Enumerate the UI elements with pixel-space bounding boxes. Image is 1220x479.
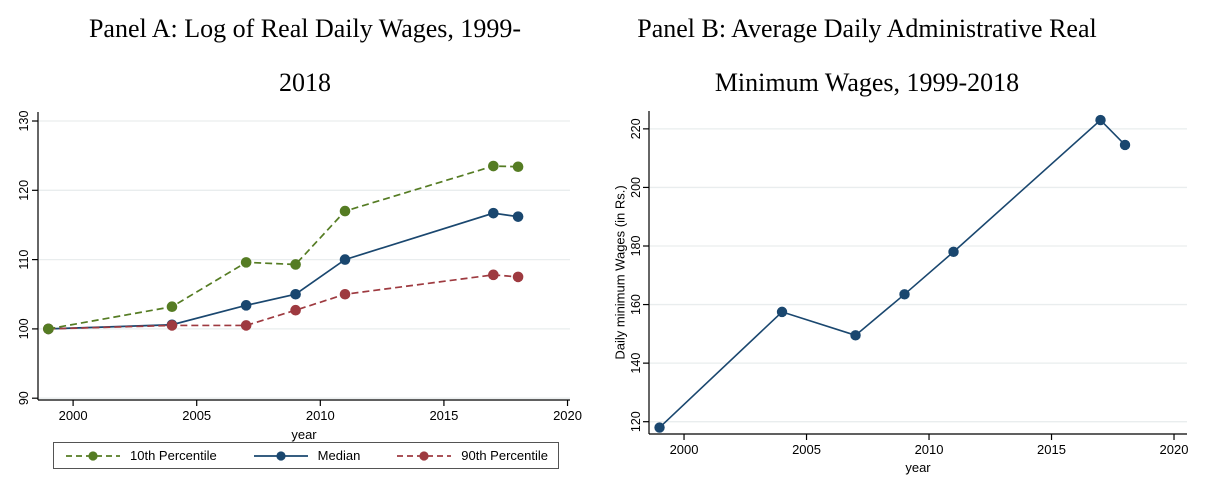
y-tick-label: 140 bbox=[629, 353, 643, 374]
legend-marker bbox=[419, 450, 429, 461]
data-point-median bbox=[512, 211, 524, 222]
data-point-median bbox=[488, 207, 499, 219]
data-point-10th-percentile bbox=[166, 301, 178, 313]
data-point-90th-percentile bbox=[166, 320, 178, 331]
data-point-10th-percentile bbox=[240, 257, 252, 268]
panel-b-title: Panel B: Average Daily Administrative Re… bbox=[610, 0, 1124, 110]
panel-b-title-line2: Minimum Wages, 1999-2018 bbox=[714, 68, 1020, 97]
data-point-90th-percentile bbox=[488, 269, 499, 281]
data-point-daily-minimum-wages bbox=[1095, 114, 1106, 126]
legend-sample-90th-percentile bbox=[397, 450, 452, 461]
legend-sample-median bbox=[253, 450, 308, 461]
series-line-median bbox=[48, 212, 519, 330]
y-tick-label: 120 bbox=[17, 180, 31, 201]
legend-marker bbox=[276, 450, 286, 461]
legend-item-10th-percentile: 10th Percentile bbox=[64, 448, 217, 463]
y-tick-label: 220 bbox=[629, 118, 643, 139]
x-tick-label: 2005 bbox=[182, 408, 211, 423]
x-tick-label: 2020 bbox=[1160, 442, 1189, 457]
data-point-daily-minimum-wages bbox=[899, 289, 910, 300]
x-axis-title: year bbox=[905, 460, 931, 475]
series-line-90th-percentile bbox=[48, 273, 519, 330]
panel-b-chart: 120 140 160 180 200 220 2000 2005 2010 2015 2020 Da… bbox=[613, 111, 1189, 475]
data-point-10th-percentile bbox=[290, 259, 301, 270]
data-point-10th-percentile bbox=[512, 161, 524, 173]
legend-marker bbox=[88, 450, 98, 461]
data-point-median bbox=[339, 254, 351, 265]
y-tick-label: 180 bbox=[629, 236, 643, 257]
legend-sample-10th-percentile bbox=[66, 450, 120, 461]
series-line-daily-minimum-wages bbox=[658, 118, 1126, 429]
data-point-90th-percentile bbox=[240, 320, 252, 331]
y-tick-label: 200 bbox=[629, 177, 643, 198]
x-tick-label: 2010 bbox=[915, 442, 944, 457]
y-tick-label: 100 bbox=[17, 318, 31, 339]
data-point-10th-percentile bbox=[339, 205, 351, 217]
x-tick-label: 2000 bbox=[59, 408, 88, 423]
y-tick-label: 110 bbox=[17, 250, 31, 270]
data-point-daily-minimum-wages bbox=[948, 246, 959, 258]
data-point-10th-percentile bbox=[488, 160, 499, 172]
panel-a-title-line1: Panel A: Log of Real Daily Wages, 1999- bbox=[88, 14, 522, 43]
x-tick-label: 2005 bbox=[792, 442, 821, 457]
data-point-90th-percentile bbox=[512, 271, 524, 283]
panel-a-title: Panel A: Log of Real Daily Wages, 1999- … bbox=[0, 0, 610, 110]
legend-label-median: Median bbox=[317, 448, 361, 463]
x-tick-label: 2015 bbox=[1037, 442, 1066, 457]
x-axis-title: year bbox=[291, 427, 317, 442]
x-tick-label: 2000 bbox=[670, 442, 699, 457]
legend-label-10th-percentile: 10th Percentile bbox=[130, 448, 217, 463]
y-axis-title: Daily minimum Wages (in Rs.) bbox=[613, 185, 628, 359]
data-point-10th-percentile bbox=[43, 323, 54, 335]
data-point-median bbox=[240, 300, 252, 311]
y-tick-label: 160 bbox=[629, 294, 643, 315]
x-tick-label: 2015 bbox=[429, 408, 458, 423]
y-tick-label: 90 bbox=[17, 391, 31, 405]
y-tick-label: 130 bbox=[17, 111, 31, 132]
x-tick-label: 2010 bbox=[306, 408, 335, 423]
x-tick-label: 2020 bbox=[553, 408, 582, 423]
legend-label-90th-percentile: 90th Percentile bbox=[461, 448, 548, 463]
data-point-daily-minimum-wages bbox=[850, 330, 861, 341]
panel-a-title-line2: 2018 bbox=[279, 68, 331, 97]
data-point-90th-percentile bbox=[290, 304, 301, 316]
panel-a-chart: 90 100 110 120 130 2000 2005 2010 2015 2020 year bbox=[17, 111, 582, 442]
data-point-90th-percentile bbox=[339, 288, 351, 300]
data-point-daily-minimum-wages bbox=[776, 306, 788, 318]
legend-item-median: Median bbox=[252, 448, 361, 463]
panel-a-legend: 10th Percentile Median 90th Percentile bbox=[53, 442, 559, 469]
legend-item-90th-percentile: 90th Percentile bbox=[395, 448, 548, 463]
data-point-median bbox=[290, 288, 301, 300]
data-point-daily-minimum-wages bbox=[1119, 139, 1131, 151]
y-tick-label: 120 bbox=[629, 411, 643, 432]
panel-b-title-line1: Panel B: Average Daily Administrative Re… bbox=[637, 14, 1097, 43]
data-point-daily-minimum-wages bbox=[654, 422, 665, 433]
